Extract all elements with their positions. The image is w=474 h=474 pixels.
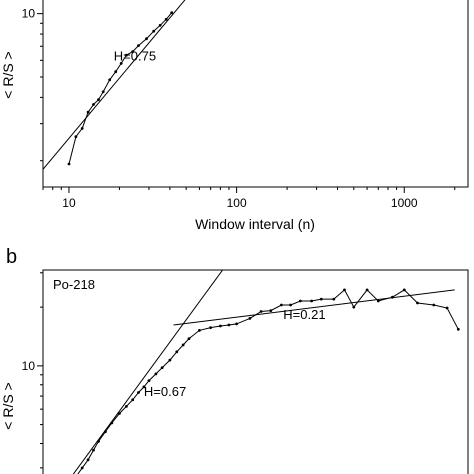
fit-line [173,289,455,326]
data-point [137,44,140,47]
data-point [131,50,135,53]
data-point [269,309,273,312]
plot-area [72,270,460,474]
data-point [67,162,71,166]
data-point [299,299,302,303]
panel-a-x-ticks: 10 100 1000 [42,187,456,210]
data-point [319,297,323,301]
data-point [376,299,380,303]
plot-area [43,0,186,170]
panel-a-series [43,0,186,170]
data-point [402,288,406,292]
data-point [170,11,174,15]
panel-a-y-axis-title: < R/S > [0,51,16,98]
fit-line [72,270,224,474]
data-point [445,306,449,310]
data-point [142,385,146,389]
panel-b-hurst-annotation-left: H=0.67 [144,384,186,399]
data-point [137,391,140,394]
data-point [86,458,90,462]
data-point [97,98,100,102]
data-point [145,37,148,41]
data-point [219,324,222,328]
panel-b-y-ticks: 10 [22,272,43,469]
y-tick-label: 10 [22,7,36,21]
data-series-line [77,289,459,474]
data-point [209,326,213,329]
panel-b: b 10 Po-218 < R/S > H=0.67 H=0.21 [0,246,469,474]
x-tick-label: 10 [62,196,76,210]
data-point [119,62,123,65]
data-point [101,90,105,94]
data-point [280,303,283,307]
panel-b-letter: b [6,246,17,268]
data-point [147,379,151,382]
data-point [198,329,201,332]
data-point [352,305,356,309]
data-point [74,135,78,139]
data-point [158,23,162,27]
data-point [125,53,128,57]
panel-b-series [72,270,460,474]
data-point [114,70,118,74]
data-point [168,358,172,362]
data-point [92,448,95,452]
data-point [80,126,84,130]
data-point [80,466,84,470]
data-point [125,405,128,408]
data-point [131,398,135,402]
data-point [154,372,158,376]
y-tick-label: 10 [22,359,36,373]
data-point [432,303,436,307]
data-point [175,350,179,354]
x-tick-label: 1000 [391,196,418,210]
data-point [248,317,252,320]
data-point [227,323,231,327]
panel-a: 10 100 1000 10 Window interval (n) < R/S >… [0,0,469,232]
data-point [343,288,346,292]
panel-a-y-ticks: 10 [22,7,43,162]
data-point [160,366,164,369]
panel-a-x-axis-title: Window interval (n) [195,216,315,232]
data-point [181,343,185,347]
panel-b-title: Po-218 [53,277,95,292]
data-point [259,310,263,313]
data-point [365,288,369,292]
data-point [456,327,460,331]
data-point [108,78,112,82]
data-point [235,322,239,326]
data-point [86,110,90,114]
data-point [92,103,95,106]
data-point [310,299,313,303]
fit-line [43,0,186,170]
panel-b-frame [42,269,469,474]
data-point [416,301,419,305]
panel-a-frame [42,0,469,188]
data-point [289,303,292,307]
panel-a-hurst-annotation: H=0.75 [114,48,156,63]
panel-b-y-axis-title: < R/S > [0,382,16,429]
data-point [152,29,156,33]
data-point [187,337,191,340]
data-point [332,297,336,301]
x-tick-label: 100 [227,196,247,210]
panel-b-hurst-annotation-right: H=0.21 [283,307,325,322]
data-series-line [68,12,173,165]
data-point [164,17,168,21]
